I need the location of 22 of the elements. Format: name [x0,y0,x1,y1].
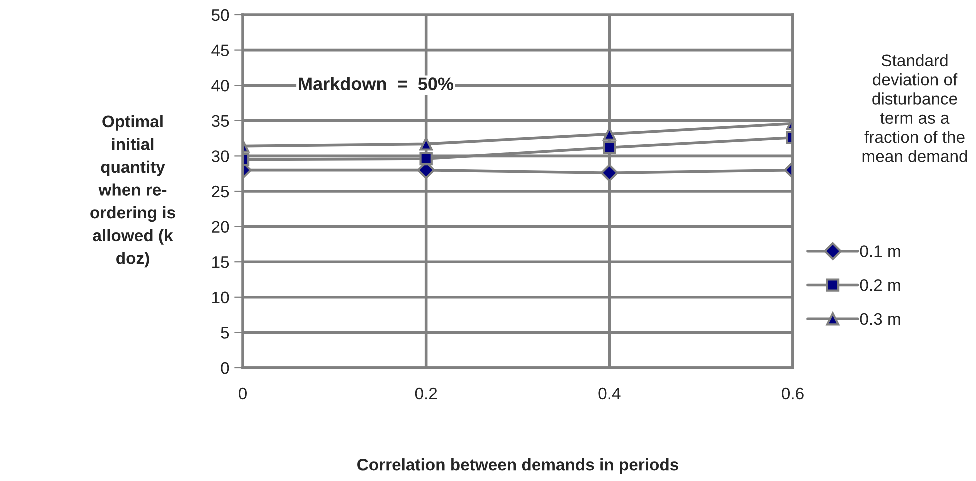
legend-label: 0.1 m [860,246,900,258]
y-tick-label: 40 [212,80,230,92]
legend-title: Standard deviation of disturbance term as a fraction of the mean demand [862,54,968,162]
legend-label: 0.2 m [860,279,900,292]
y-tick-label: 45 [212,44,230,57]
y-tick-label: 15 [212,256,230,268]
y-tick-label: 10 [212,292,230,304]
y-tick-label: 20 [212,221,230,234]
x-tick-label: 0.4 [598,388,621,400]
y-tick-label: 0 [221,362,230,374]
annotation: Markdown = 50% [299,77,454,90]
y-tick-label: 35 [212,115,230,128]
y-tick-label: 25 [212,186,230,198]
x-tick-label: 0.6 [782,388,804,400]
legend-label: 0.3 m [860,313,900,326]
x-tick-label: 0.2 [415,388,438,400]
y-axis-title: Optimal initial quantity when re- ordering is allowed (k doz) [90,115,176,268]
y-tick-label: 5 [221,327,230,339]
x-axis-title: Correlation between demands in periods [358,458,678,474]
y-tick-label: 50 [212,9,230,22]
x-tick-label: 0 [239,388,247,400]
y-tick-label: 30 [212,150,230,162]
